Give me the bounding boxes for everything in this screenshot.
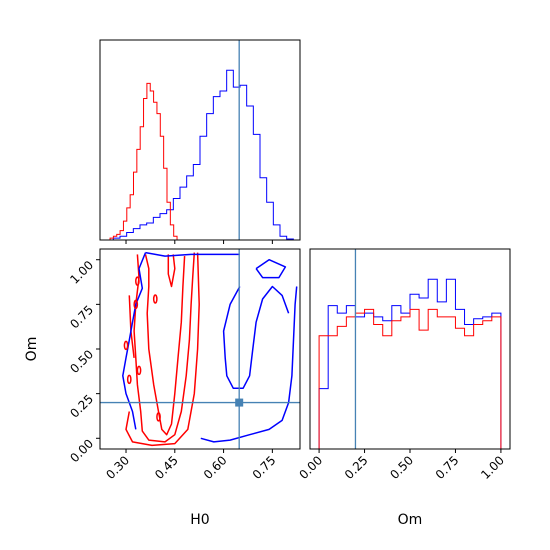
x-tick-label: 0.75 — [250, 453, 279, 482]
x-tick-label: 0.30 — [103, 453, 132, 482]
red-contour-island — [126, 374, 132, 385]
red-contour-island — [136, 365, 142, 376]
y-tick-label: 0.50 — [67, 347, 96, 376]
hist-panel-H0 — [99, 39, 301, 244]
red-contour — [133, 252, 196, 443]
x-tick-label: 0.45 — [152, 453, 181, 482]
red-histogram — [318, 308, 502, 449]
y-tick-label: 1.00 — [67, 258, 96, 287]
x-tick-label: 0.60 — [201, 453, 230, 482]
red-contour — [125, 252, 200, 447]
blue-contour — [200, 286, 298, 443]
red-contour-island — [156, 412, 161, 422]
x-tick-label: 0.25 — [342, 453, 371, 482]
blue-contour — [222, 285, 290, 390]
contour-panel-H0-Om: 0.30 0.45 0.60 0.75 0.00 0.25 0.50 0.75 1.00 Om… — [24, 248, 301, 528]
blue-contour — [255, 258, 287, 279]
hist-panel-Om: 0.00 0.25 0.50 0.75 1.00 Om — [296, 248, 511, 528]
y-tick-label: 0.00 — [67, 437, 96, 466]
blue-histogram — [100, 69, 300, 241]
y-tick-label: 0.75 — [67, 303, 96, 332]
red-contour-island — [135, 276, 140, 286]
red-contour — [144, 254, 186, 436]
red-contour-island — [133, 299, 139, 310]
y-axis-label: Om — [24, 337, 40, 362]
x-tick-label: 0.50 — [387, 453, 416, 482]
panel-frame — [99, 248, 301, 450]
panel-frame — [309, 248, 511, 450]
x-tick-label: 0.00 — [296, 453, 325, 482]
x-tick-label: 0.75 — [433, 453, 462, 482]
y-tick-label: 0.25 — [67, 392, 96, 421]
red-histogram — [100, 82, 184, 241]
panel-frame — [99, 39, 301, 241]
blue-contour — [145, 251, 240, 257]
x-axis-label: Om — [398, 512, 423, 528]
red-contour — [167, 254, 176, 288]
truth-marker — [235, 398, 244, 407]
x-axis-label: H0 — [190, 512, 209, 528]
blue-histogram — [318, 278, 502, 449]
red-contour-island — [152, 294, 158, 304]
blue-contour — [122, 252, 147, 430]
red-contour-island — [123, 340, 129, 351]
x-tick-label: 1.00 — [478, 453, 507, 482]
